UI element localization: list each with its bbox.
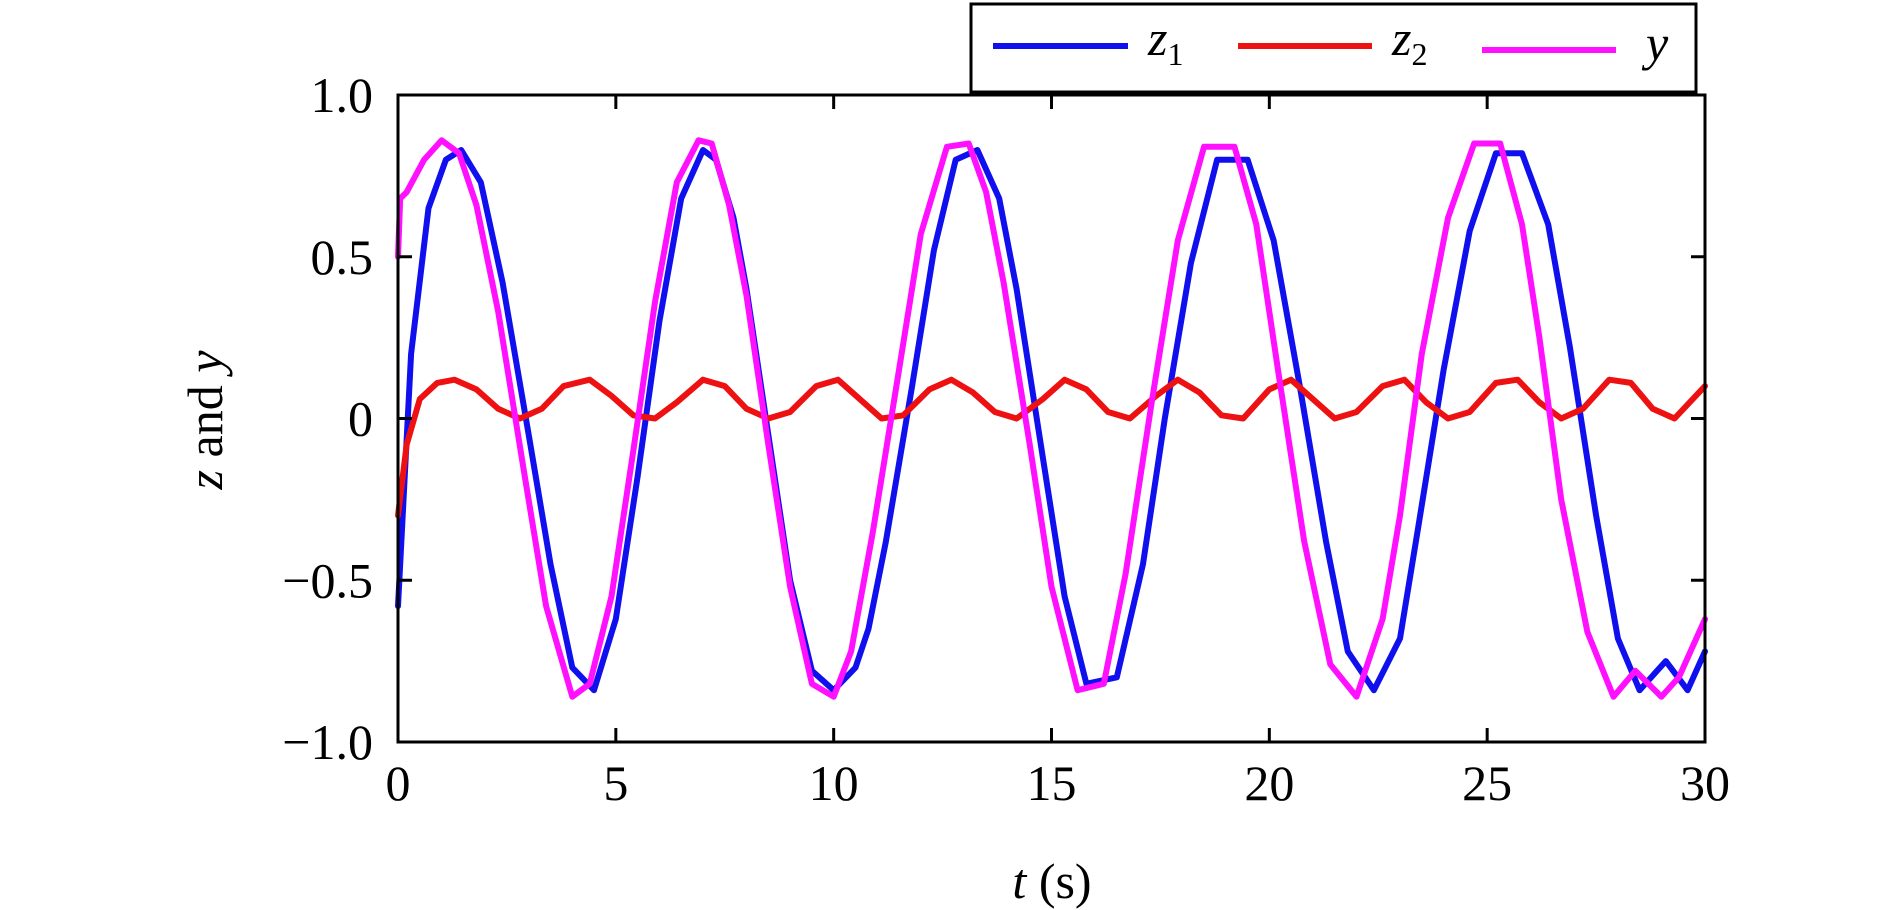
legend-label-z1-base: z [1147, 10, 1167, 66]
legend-label-z1: z1 [1147, 10, 1183, 72]
series-line-y [395, 137, 1708, 700]
x-tick-label: 20 [1244, 755, 1294, 811]
series-line-z2 [395, 376, 1708, 519]
y-tick-label: −0.5 [282, 552, 373, 608]
x-tick-label: 30 [1680, 755, 1730, 811]
y-axis-title-var-y: y [177, 350, 233, 378]
legend-label-z2-base: z [1391, 10, 1411, 66]
legend-label-z2-sub: 2 [1411, 36, 1427, 72]
x-tick-label: 5 [603, 755, 628, 811]
x-axis-title-var: t [1012, 853, 1027, 909]
series-layer [395, 137, 1708, 700]
y-tick-label: 0.5 [311, 229, 374, 285]
x-axis-title-unit: (s) [1026, 853, 1091, 909]
x-tick-label: 0 [386, 755, 411, 811]
x-tick-label: 10 [809, 755, 859, 811]
legend-label-z2: z2 [1391, 10, 1427, 72]
y-axis-title: z and y [177, 350, 233, 491]
y-tick-label: 0 [348, 391, 373, 447]
x-axis-ticks: 0 5 10 15 20 25 30 [386, 95, 1730, 811]
x-axis-title: t (s) [1012, 853, 1091, 909]
y-tick-label: −1.0 [282, 714, 373, 770]
legend-label-z1-sub: 1 [1167, 36, 1183, 72]
x-tick-label: 15 [1027, 755, 1077, 811]
legend: z1 z2 y [969, 2, 1698, 94]
y-tick-label: 1.0 [311, 67, 374, 123]
y-axis-ticks: 1.0 0.5 0 −0.5 −1.0 [282, 67, 1705, 770]
y-axis-title-var-z: z [177, 470, 233, 490]
y-axis-title-and: and [177, 373, 233, 470]
legend-label-y: y [1641, 15, 1669, 71]
x-tick-label: 25 [1462, 755, 1512, 811]
